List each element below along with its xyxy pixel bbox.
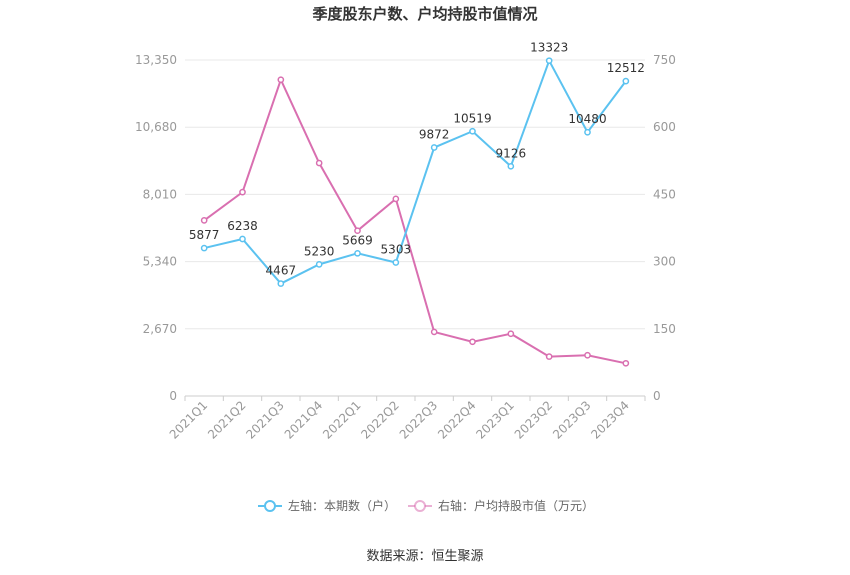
series-left-point: [622, 77, 630, 85]
x-tick-label: 2021Q2: [205, 398, 249, 442]
series-right: [200, 76, 630, 367]
data-label: 12512: [607, 61, 645, 75]
series-right-point: [200, 217, 208, 224]
data-label: 4467: [266, 264, 297, 278]
series-right-point: [622, 359, 630, 367]
data-label: 5230: [304, 244, 335, 258]
series-right-point: [507, 330, 515, 338]
chart-title: 季度股东户数、户均持股市值情况: [312, 5, 537, 23]
series-left-point: [507, 162, 515, 170]
left-tick-label: 8,010: [143, 187, 177, 201]
series-left-point: [200, 244, 208, 252]
right-axis: 0 150 300 450 600 750: [653, 53, 676, 403]
x-tick-label: 2022Q4: [435, 398, 479, 442]
data-label: 5669: [342, 233, 373, 247]
series-left-point: [354, 249, 361, 257]
series-left-point: [277, 280, 285, 287]
x-tick-label: 2021Q4: [282, 398, 326, 442]
legend[interactable]: 左轴：本期数（户） 右轴：户均持股市值（万元）: [258, 498, 594, 513]
legend-label-right: 右轴：户均持股市值（万元）: [438, 498, 594, 513]
series-left-point: [315, 261, 323, 268]
series-right-point: [392, 195, 400, 203]
left-tick-label: 2,670: [143, 322, 177, 336]
series-right-point: [277, 76, 285, 84]
right-tick-label: 0: [653, 389, 661, 403]
data-label: 5877: [189, 228, 220, 242]
series-right-line: [203, 77, 627, 365]
data-label: 10519: [453, 111, 491, 125]
data-label: 5303: [381, 243, 412, 257]
series-left-line: [203, 58, 627, 285]
x-tick-label: 2022Q3: [397, 398, 441, 442]
data-source: 数据来源：恒生聚源: [366, 549, 483, 564]
legend-label-left: 左轴：本期数（户）: [288, 498, 396, 513]
x-tick-label: 2023Q2: [512, 398, 556, 442]
series-right-point: [354, 227, 361, 235]
right-tick-label: 600: [653, 120, 676, 134]
series-left-point: [469, 127, 476, 135]
right-tick-label: 300: [653, 255, 676, 269]
data-label: 6238: [227, 219, 258, 233]
series-right-point: [469, 338, 476, 346]
series-right-point: [315, 159, 323, 167]
x-tick-label: 2021Q3: [243, 398, 287, 442]
x-axis: 2021Q12021Q22021Q32021Q42022Q12022Q22022…: [167, 396, 646, 442]
x-tick-label: 2023Q1: [473, 398, 517, 442]
series-left-point: [392, 259, 400, 266]
data-label: 10480: [568, 112, 606, 126]
legend-item-left[interactable]: 左轴：本期数（户）: [258, 498, 396, 513]
series-right-point: [584, 351, 591, 359]
x-tick-label: 2021Q1: [167, 398, 211, 442]
series-left-point: [430, 144, 438, 151]
legend-item-right[interactable]: 右轴：户均持股市值（万元）: [408, 498, 594, 513]
series-right-point: [545, 353, 553, 360]
right-tick-label: 750: [653, 53, 676, 67]
series-left-point: [239, 235, 246, 243]
data-label: 9872: [419, 128, 450, 142]
data-label: 9126: [496, 146, 527, 160]
series-left-point: [584, 128, 591, 136]
x-tick-label: 2022Q2: [358, 398, 402, 442]
series-left-point: [545, 57, 553, 65]
x-tick-label: 2023Q3: [550, 398, 594, 442]
series-left: [200, 57, 630, 287]
data-label: 13323: [530, 41, 568, 55]
x-tick-label: 2023Q4: [588, 398, 632, 442]
left-tick-label: 10,680: [135, 120, 177, 134]
left-tick-label: 5,340: [143, 255, 177, 269]
series-right-point: [430, 328, 438, 336]
left-axis: 0 2,670 5,340 8,010 10,680 13,350: [135, 53, 177, 403]
left-tick-label: 13,350: [135, 53, 177, 67]
x-tick-label: 2022Q1: [320, 398, 364, 442]
right-tick-label: 450: [653, 187, 676, 201]
left-tick-label: 0: [169, 389, 177, 403]
series-right-point: [239, 188, 246, 196]
right-tick-label: 150: [653, 322, 676, 336]
